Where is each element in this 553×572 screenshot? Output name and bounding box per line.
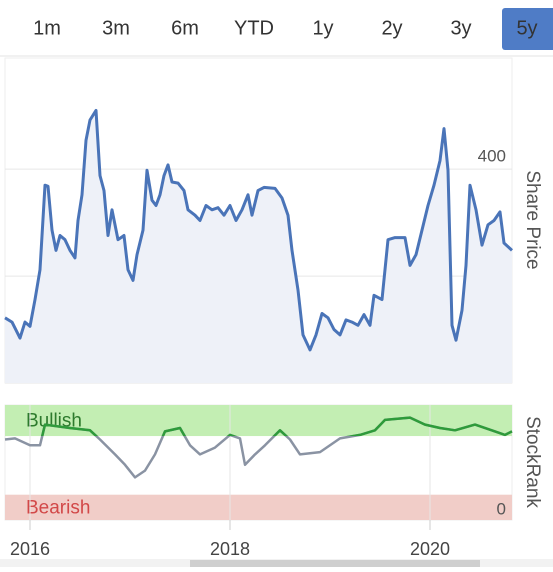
y-tick-label: 400 <box>478 147 506 166</box>
x-tick-label: 2016 <box>10 539 50 559</box>
y-axis-label: StockRank <box>522 416 543 508</box>
price-line <box>4 108 514 352</box>
y-tick-label: 0 <box>497 499 506 518</box>
range-tab[interactable]: 2y <box>381 17 402 39</box>
band-label: Bullish <box>26 411 82 432</box>
band-label: Bearish <box>26 497 90 518</box>
range-tab[interactable]: 3m <box>102 17 130 39</box>
range-tab[interactable]: YTD <box>234 17 274 39</box>
rank-band <box>5 494 512 520</box>
scrollbar-thumb[interactable] <box>190 560 480 567</box>
tab-active-bg[interactable] <box>502 8 553 50</box>
x-tick-label: 2020 <box>410 539 450 559</box>
range-tab[interactable]: 5y <box>516 17 537 39</box>
area-fill <box>5 110 512 384</box>
range-tab[interactable]: 1m <box>33 17 61 39</box>
range-tab[interactable]: 3y <box>450 17 471 39</box>
y-axis-label: Share Price <box>522 170 543 269</box>
rank-line-bullish <box>40 416 513 437</box>
range-tab[interactable]: 6m <box>171 17 199 39</box>
range-tab[interactable]: 1y <box>312 17 333 39</box>
x-tick-label: 2018 <box>210 539 250 559</box>
